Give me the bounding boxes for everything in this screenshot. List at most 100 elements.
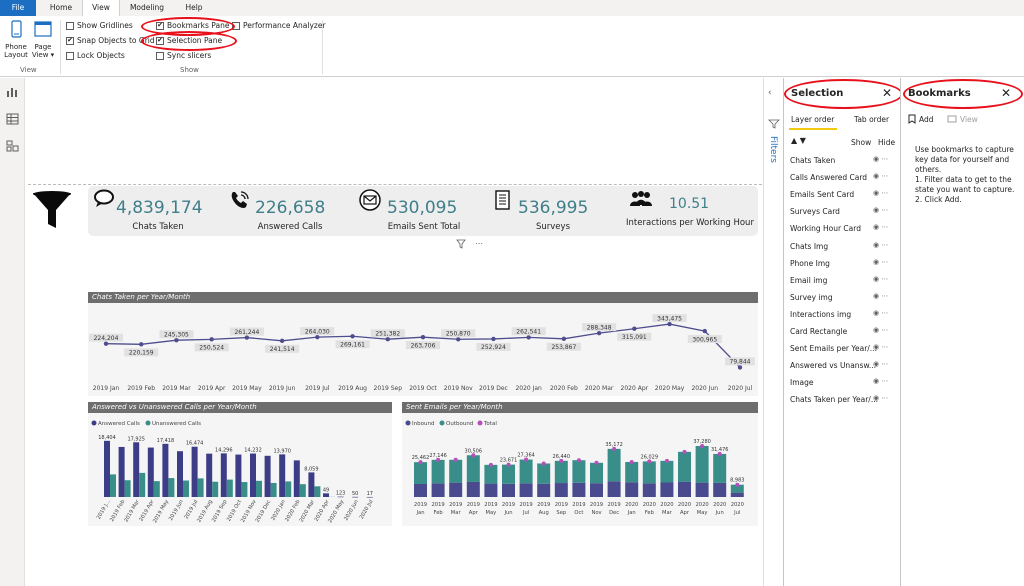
x-tick-label: 2019: [607, 502, 620, 508]
x-tick-label: 2019 Jun: [168, 499, 185, 522]
layer-item[interactable]: Emails Sent Card: [790, 190, 855, 200]
visibility-eye-icon[interactable]: ◉ ⋯: [873, 172, 889, 181]
x-tick-label: 2019: [484, 502, 497, 508]
data-label-bg: [617, 332, 652, 341]
chats-line-chart[interactable]: 224,204 2019 Jan 220,159 2019 Feb 245,305 201…: [88, 303, 758, 396]
layer-item[interactable]: Card Rectangle: [790, 327, 848, 336]
visibility-eye-icon[interactable]: ◉ ⋯: [873, 189, 889, 198]
layer-item[interactable]: Calls Answered Card: [790, 173, 868, 183]
visibility-eye-icon[interactable]: ◉ ⋯: [873, 394, 889, 403]
calls-bar-chart[interactable]: Answered Calls Unanswered Calls 18,404 2019…: [88, 413, 392, 526]
page-view-button[interactable]: Page View ▾: [30, 19, 56, 65]
tab-help[interactable]: Help: [185, 3, 203, 12]
tab-modeling[interactable]: Modeling: [129, 3, 165, 12]
bar-outbound: [590, 462, 603, 484]
view-bookmark-button[interactable]: View: [947, 114, 978, 124]
x-tick-label: 2019 Dec: [479, 385, 508, 392]
layer-item[interactable]: Answered vs Unansw...: [790, 361, 877, 371]
visibility-eye-icon[interactable]: ◉ ⋯: [873, 326, 889, 334]
layer-item[interactable]: Chats Taken per Year/...: [790, 395, 878, 405]
performance-analyzer-checkbox[interactable]: Performance Analyzer: [232, 21, 326, 30]
emails-bar-chart[interactable]: Inbound Outbound Total 25,462 2019 Jan 27,146 2…: [402, 413, 758, 526]
hide-all-button[interactable]: Hide: [878, 138, 896, 147]
filters-label[interactable]: Filters: [768, 136, 778, 163]
visibility-eye-icon[interactable]: ◉ ⋯: [873, 223, 889, 232]
layer-item[interactable]: Image: [790, 378, 814, 388]
collapse-chevron-icon[interactable]: ‹: [768, 88, 772, 98]
total-marker: [453, 457, 458, 462]
tab-view[interactable]: View: [82, 0, 120, 17]
annotation-oval: [903, 79, 1023, 109]
data-label-bg: [370, 329, 405, 338]
bar-answered: [308, 472, 315, 497]
add-bookmark-button[interactable]: Add: [908, 114, 934, 124]
visibility-eye-icon[interactable]: ◉ ⋯: [873, 291, 889, 300]
data-view-icon[interactable]: [6, 113, 19, 125]
total-marker: [647, 459, 652, 464]
x-tick-label: 2020 Mar: [585, 385, 614, 392]
x-tick-label: 2020 Apr: [621, 385, 649, 392]
total-marker: [594, 460, 599, 465]
visibility-eye-icon[interactable]: ◉ ⋯: [873, 343, 889, 352]
view-bookmark-label: View: [960, 114, 978, 124]
data-label: 27,146: [429, 453, 447, 459]
visibility-eye-icon[interactable]: ◉ ⋯: [873, 377, 889, 386]
tab-layer-order[interactable]: Layer order: [791, 115, 835, 124]
model-view-icon[interactable]: [6, 140, 19, 152]
view-icon: [947, 115, 957, 123]
data-label: 262,541: [516, 329, 541, 336]
sync-slicers-checkbox[interactable]: Sync slicers: [156, 51, 211, 60]
envelope-icon: [359, 189, 381, 211]
tab-tab-order[interactable]: Tab order: [854, 115, 890, 124]
visibility-eye-icon[interactable]: ◉ ⋯: [873, 206, 889, 215]
layer-item[interactable]: Chats Taken: [790, 156, 836, 165]
show-all-button[interactable]: Show: [851, 138, 872, 147]
funnel-outline-icon[interactable]: [768, 118, 780, 130]
visibility-eye-icon[interactable]: ◉ ⋯: [873, 257, 889, 266]
visibility-eye-icon[interactable]: ◉ ⋯: [873, 240, 889, 249]
data-point: [279, 338, 285, 344]
total-marker: [576, 458, 581, 463]
snap-objects-checkbox[interactable]: ✔ Snap Objects to Grid: [66, 36, 155, 45]
layer-item[interactable]: Working Hour Card: [790, 224, 861, 234]
phone-layout-button[interactable]: Phone Layout: [4, 19, 28, 65]
visibility-eye-icon[interactable]: ◉ ⋯: [873, 360, 889, 369]
layer-item[interactable]: Sent Emails per Year/...: [790, 344, 877, 354]
kpi-label-calls: Answered Calls: [257, 222, 323, 232]
layer-item[interactable]: Surveys Card: [790, 207, 840, 217]
layer-item[interactable]: Survey img: [790, 292, 833, 302]
layer-item[interactable]: Phone Img: [790, 258, 830, 268]
lock-objects-checkbox[interactable]: Lock Objects: [66, 51, 125, 60]
filter-icon[interactable]: [456, 239, 466, 249]
visibility-eye-icon[interactable]: ◉ ⋯: [873, 155, 889, 163]
bar-outbound: [730, 484, 744, 493]
x-tick-label: 2019 Apr: [198, 385, 226, 392]
view-group-label: View: [20, 66, 37, 74]
annotation-oval: [141, 31, 237, 51]
help-line: others.: [915, 165, 942, 174]
bar-inbound: [642, 483, 656, 497]
data-label-bg: [159, 330, 194, 339]
move-up-down-icons[interactable]: ▲ ▼: [791, 136, 806, 145]
tab-file[interactable]: File: [0, 0, 36, 16]
kpi-label-chats: Chats Taken: [132, 222, 184, 232]
data-label-bg: [124, 348, 159, 357]
group-divider: [322, 20, 323, 74]
funnel-filter-icon[interactable]: [30, 190, 74, 232]
x-tick-label: 2020 Feb: [550, 385, 578, 392]
total-marker: [629, 459, 634, 464]
tab-home[interactable]: Home: [49, 3, 73, 12]
visibility-eye-icon[interactable]: ◉ ⋯: [873, 274, 889, 283]
visibility-eye-icon[interactable]: ◉ ⋯: [873, 308, 889, 317]
show-gridlines-checkbox[interactable]: Show Gridlines: [66, 21, 133, 30]
x-tick-label: May: [697, 510, 708, 516]
data-label: 17,418: [157, 438, 175, 444]
layer-item[interactable]: Email img: [790, 275, 828, 285]
more-options-icon[interactable]: ⋯: [475, 239, 483, 248]
bar-answered: [293, 460, 300, 497]
data-point: [315, 334, 320, 340]
report-view-icon[interactable]: [6, 86, 19, 98]
layer-item[interactable]: Interactions img: [790, 309, 852, 319]
help-line: key data for yourself and: [915, 155, 1010, 164]
layer-item[interactable]: Chats Img: [790, 241, 829, 251]
